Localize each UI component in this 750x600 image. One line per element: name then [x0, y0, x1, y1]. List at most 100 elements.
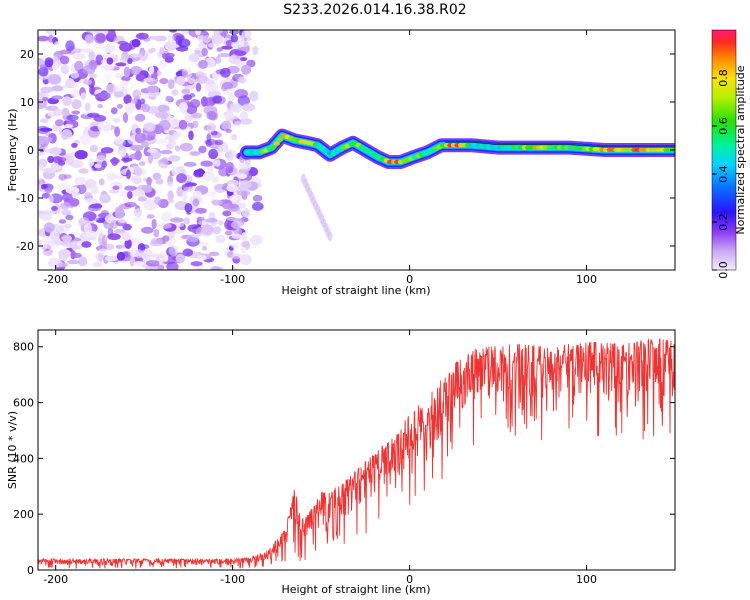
noise-blob — [200, 160, 213, 167]
noise-blob — [132, 89, 142, 100]
noise-blob — [48, 194, 54, 204]
noise-blob — [216, 47, 223, 52]
noise-blob — [130, 175, 139, 183]
noise-blob — [114, 126, 121, 137]
noise-blob — [64, 223, 72, 229]
noise-blob — [252, 45, 259, 56]
noise-blob — [231, 233, 243, 240]
noise-blob — [190, 261, 203, 267]
noise-blob — [206, 133, 212, 142]
noise-blob — [104, 73, 112, 81]
noise-blob — [183, 161, 197, 167]
noise-blob — [196, 254, 207, 261]
noise-blob — [114, 175, 125, 180]
noise-blob — [159, 78, 169, 85]
noise-region — [38, 30, 264, 270]
noise-blob — [228, 203, 240, 209]
noise-blob — [51, 61, 60, 71]
noise-blob — [249, 90, 259, 102]
noise-blob — [218, 143, 223, 153]
streak-mark — [327, 231, 333, 242]
noise-blob — [127, 57, 133, 65]
noise-blob — [45, 243, 58, 250]
snr-y-label: SNR (10 * v/v) — [6, 411, 19, 489]
noise-blob — [212, 226, 222, 235]
noise-blob — [164, 40, 177, 51]
noise-blob — [72, 53, 86, 60]
noise-blob — [112, 117, 121, 123]
noise-blob — [38, 57, 45, 66]
noise-blob — [154, 196, 162, 206]
noise-blob — [217, 220, 224, 226]
noise-blob — [181, 88, 191, 95]
noise-blob — [141, 226, 154, 234]
noise-blob — [226, 216, 239, 221]
noise-blob — [63, 174, 72, 180]
noise-blob — [183, 217, 191, 225]
y-tick-label: 400 — [13, 452, 34, 465]
noise-blob — [186, 234, 199, 243]
noise-blob — [43, 222, 55, 233]
noise-blob — [85, 198, 98, 205]
noise-blob — [213, 183, 227, 193]
noise-blob — [109, 158, 120, 164]
y-tick-label: 200 — [13, 508, 34, 521]
colorbar-tick-label: 0.6 — [717, 117, 730, 135]
noise-blob — [114, 84, 124, 92]
noise-blob — [198, 241, 209, 248]
noise-blob — [71, 110, 81, 115]
noise-blob — [114, 228, 125, 234]
noise-blob — [168, 245, 179, 257]
noise-blob — [195, 71, 205, 78]
noise-blob — [241, 191, 248, 200]
noise-blob — [62, 96, 72, 106]
noise-blob — [80, 231, 87, 242]
noise-blob — [112, 185, 120, 190]
noise-blob — [241, 30, 252, 38]
noise-blob — [237, 202, 247, 209]
noise-blob — [89, 144, 99, 153]
noise-blob — [53, 108, 63, 117]
noise-blob — [65, 186, 80, 194]
noise-blob — [100, 147, 114, 154]
noise-blob — [214, 139, 224, 146]
noise-blob — [146, 177, 152, 186]
noise-blob — [146, 214, 155, 219]
noise-blob — [83, 79, 93, 85]
noise-blob — [167, 33, 174, 44]
noise-blob — [230, 242, 240, 249]
noise-blob — [64, 123, 74, 129]
x-tick-label: 0 — [406, 573, 413, 586]
noise-blob — [101, 160, 107, 168]
noise-blob — [152, 172, 162, 181]
x-tick-label: 100 — [576, 573, 597, 586]
snr-series — [38, 338, 675, 569]
noise-blob — [162, 235, 170, 242]
noise-blob — [241, 232, 248, 242]
noise-blob — [80, 48, 93, 53]
noise-blob — [174, 145, 180, 152]
noise-blob — [99, 193, 111, 204]
noise-blob — [38, 135, 45, 145]
noise-blob — [38, 239, 43, 245]
noise-blob — [178, 102, 188, 113]
noise-blob — [234, 50, 247, 56]
noise-blob — [61, 129, 73, 140]
noise-blob — [182, 191, 188, 202]
noise-blob — [146, 148, 157, 153]
noise-blob — [97, 121, 112, 132]
noise-blob — [141, 184, 153, 193]
noise-blob — [194, 49, 201, 55]
noise-blob — [116, 104, 123, 109]
noise-blob — [192, 120, 199, 129]
noise-blob — [188, 53, 199, 63]
noise-blob — [102, 44, 117, 53]
noise-blob — [61, 209, 71, 216]
noise-blob — [183, 186, 195, 192]
noise-blob — [88, 50, 95, 61]
noise-blob — [123, 66, 131, 78]
noise-blob — [126, 191, 133, 199]
noise-blob — [138, 50, 149, 62]
noise-blob — [222, 111, 235, 120]
